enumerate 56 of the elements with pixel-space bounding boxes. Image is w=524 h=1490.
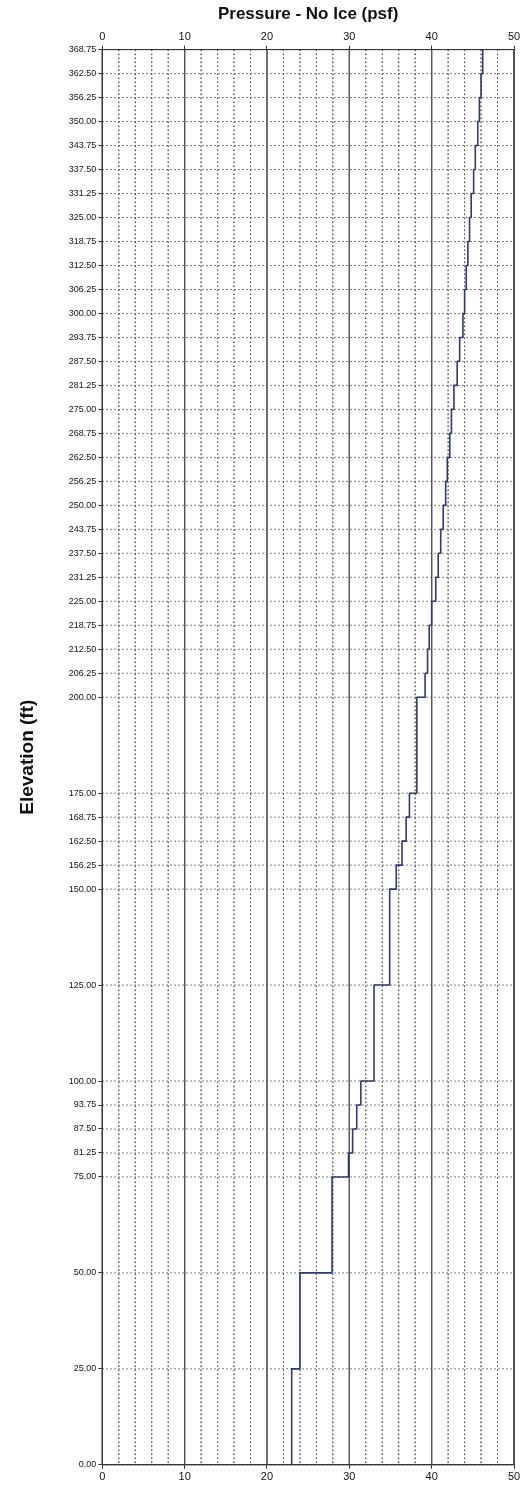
y-tick-label: 281.25 — [68, 379, 97, 390]
y-tick-label: 356.25 — [68, 92, 97, 103]
y-tick-label: 231.25 — [68, 571, 97, 582]
y-tick-label: 368.75 — [68, 44, 97, 55]
y-axis-title: Elevation (ft) — [15, 699, 37, 815]
x2-tick-label: 20 — [260, 30, 274, 43]
x-tick-label: 50 — [507, 1470, 521, 1483]
x-tick-label: 10 — [178, 1470, 191, 1483]
y-tick-label: 81.25 — [73, 1147, 97, 1158]
y-tick-label: 25.00 — [73, 1363, 97, 1374]
y-tick-label: 250.00 — [68, 499, 97, 510]
y-tick-label: 268.75 — [68, 427, 97, 438]
y-tick-label: 225.00 — [68, 595, 97, 606]
y-tick-label: 50.00 — [73, 1267, 97, 1278]
y-tick-label: 287.50 — [68, 355, 97, 366]
y-tick-label: 206.25 — [68, 667, 97, 678]
x2-tick-label: 30 — [343, 30, 356, 43]
y-tick-label: 218.75 — [68, 619, 97, 630]
y-tick-label: 312.50 — [68, 259, 97, 270]
x-tick-label: 0 — [99, 1470, 106, 1483]
y-tick-label: 337.50 — [68, 164, 97, 175]
y-tick-label: 212.50 — [68, 643, 97, 654]
y-tick-label: 93.75 — [73, 1099, 97, 1110]
x2-tick-label: 10 — [178, 30, 191, 43]
y-tick-label: 150.00 — [68, 883, 97, 894]
y-tick-label: 87.50 — [73, 1123, 97, 1134]
x2-axis-title: Pressure - No Ice (psf) — [217, 3, 399, 23]
y-tick-label: 156.25 — [68, 859, 97, 870]
x2-tick-label: 50 — [507, 30, 521, 43]
y-tick-label: 175.00 — [68, 787, 97, 798]
x-tick-label: 40 — [425, 1470, 438, 1483]
y-tick-label: 275.00 — [68, 403, 97, 414]
y-tick-label: 325.00 — [68, 211, 97, 222]
y-tick-label: 0.00 — [78, 1459, 97, 1470]
y-tick-label: 243.75 — [68, 523, 97, 534]
y-tick-label: 162.50 — [68, 835, 97, 846]
y-tick-label: 262.50 — [68, 451, 97, 462]
y-tick-label: 300.00 — [68, 307, 97, 318]
y-tick-label: 350.00 — [68, 116, 97, 127]
y-tick-label: 331.25 — [68, 188, 97, 198]
y-tick-label: 256.25 — [68, 475, 97, 486]
y-tick-label: 237.50 — [68, 547, 97, 558]
y-tick-label: 343.75 — [68, 140, 97, 151]
x2-tick-label: 0 — [99, 30, 106, 43]
y-tick-label: 100.00 — [68, 1075, 97, 1086]
y-tick-label: 125.00 — [68, 979, 97, 990]
x-tick-label: 20 — [260, 1470, 274, 1483]
y-tick-label: 362.50 — [68, 68, 97, 79]
y-tick-label: 293.75 — [68, 331, 97, 342]
y-tick-label: 306.25 — [68, 283, 97, 294]
y-tick-label: 168.75 — [68, 811, 97, 822]
y-tick-label: 318.75 — [68, 235, 97, 246]
y-tick-label: 200.00 — [68, 691, 97, 702]
x2-tick-label: 40 — [425, 30, 438, 43]
x-tick-label: 30 — [343, 1470, 356, 1483]
y-tick-label: 75.00 — [73, 1171, 97, 1182]
